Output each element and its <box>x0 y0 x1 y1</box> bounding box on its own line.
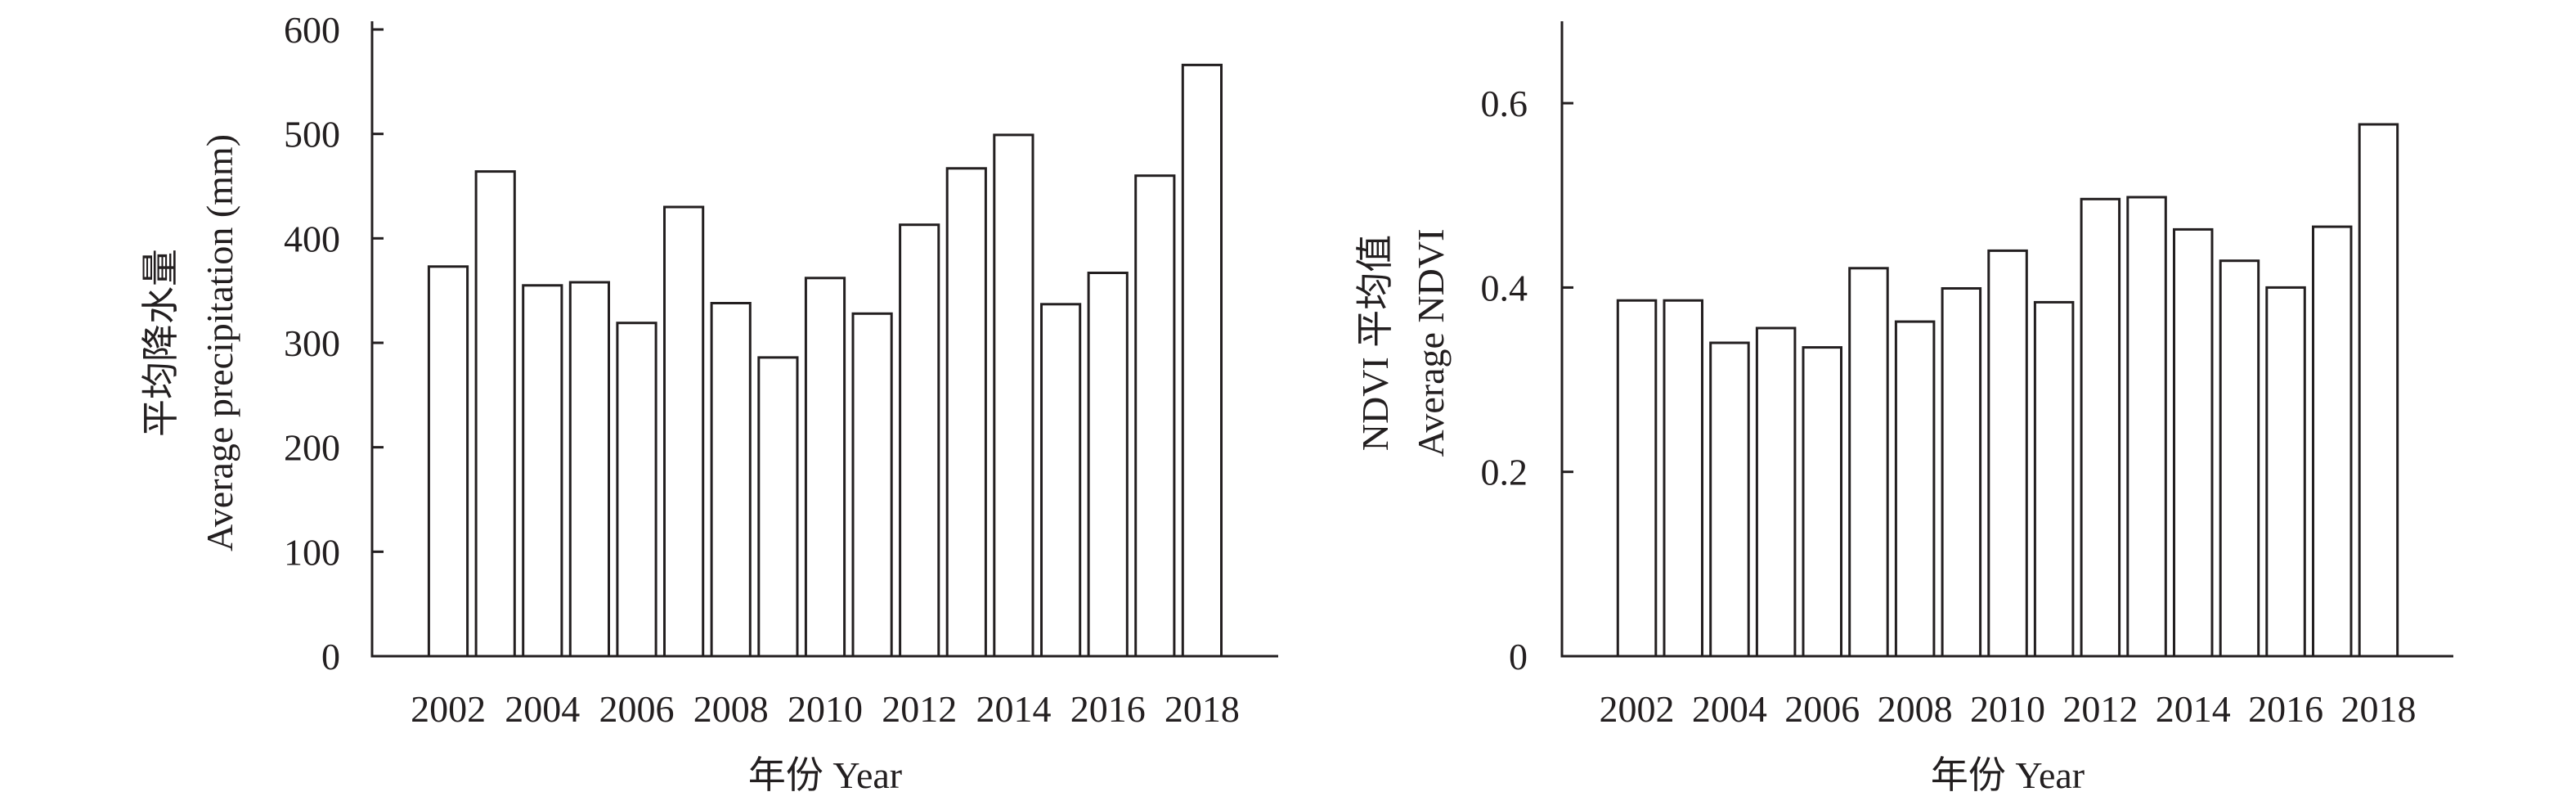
precip-bar-2016 <box>1087 272 1129 658</box>
ndvi-bar-2016 <box>2265 286 2306 658</box>
precip-x-tick-label: 2014 <box>976 688 1051 730</box>
ndvi-bar-2010 <box>1987 249 2028 658</box>
precip-y-tick-label: 400 <box>284 218 340 259</box>
precip-x-tick-label: 2012 <box>882 688 957 730</box>
precip-y-tick-label: 600 <box>284 9 340 51</box>
ndvi-bar-2015 <box>2219 259 2260 658</box>
ndvi-x-tick-label: 2002 <box>1600 688 1675 730</box>
precip-bar-2004 <box>522 284 563 658</box>
precip-y-tick-label: 100 <box>284 531 340 573</box>
precip-bar-2002 <box>427 265 469 658</box>
ndvi-bar-2017 <box>2312 225 2353 658</box>
ndvi-y-axis-title-line-1: NDVI 平均值 <box>1354 235 1396 451</box>
ndvi-bar-2003 <box>1663 299 1703 658</box>
ndvi-bar-2009 <box>1941 287 1982 658</box>
precip-x-tick-label: 2004 <box>505 688 580 730</box>
ndvi-y-axis-title-line-2: Average NDVI <box>1410 229 1452 457</box>
precip-bar-2008 <box>710 302 752 658</box>
precipitation-chart: 0 100 200 300 400 500 600 2002 2004 2006 2008 2010 2… <box>140 9 1278 796</box>
ndvi-bar-2008 <box>1894 320 1936 658</box>
ndvi-x-tick-label: 2008 <box>1878 688 1953 730</box>
precip-bar-2010 <box>804 277 846 658</box>
precip-y-tick-label: 200 <box>284 427 340 469</box>
ndvi-x-tick-label: 2014 <box>2156 688 2231 730</box>
precip-y-axis-title-line-1: 平均降水量 <box>140 249 182 437</box>
ndvi-bar-2007 <box>1848 267 1889 658</box>
ndvi-bar-2012 <box>2080 197 2121 658</box>
precip-bar-2005 <box>568 281 610 658</box>
precip-bar-2018 <box>1181 63 1223 658</box>
precip-y-axis-title-line-2: Average precipitation (mm) <box>199 134 240 551</box>
ndvi-y-tick-label: 0.6 <box>1481 83 1528 124</box>
ndvi-bar-2004 <box>1709 341 1750 658</box>
ndvi-y-tick-label: 0.2 <box>1481 452 1528 493</box>
ndvi-x-tick-label: 2016 <box>2248 688 2323 730</box>
precip-x-axis-title: 年份 Year <box>748 754 902 796</box>
precip-bar-2015 <box>1040 303 1082 658</box>
ndvi-bar-2002 <box>1616 299 1658 658</box>
precip-y-tick-label: 500 <box>284 114 340 155</box>
precip-bar-2017 <box>1134 174 1176 658</box>
ndvi-y-tick-label: 0 <box>1509 636 1528 677</box>
ndvi-y-tick-label: 0.4 <box>1481 267 1528 308</box>
precip-y-tick-label: 0 <box>321 636 340 677</box>
ndvi-x-tick-label: 2010 <box>1970 688 2045 730</box>
precip-x-tick-label: 2018 <box>1165 688 1240 730</box>
precip-bar-2014 <box>993 133 1034 658</box>
ndvi-chart: 0 0.2 0.4 0.6 2002 2004 2006 2008 2010 2012 2014 20… <box>1354 21 2453 796</box>
precip-bar-2012 <box>899 223 940 658</box>
ndvi-x-tick-label: 2012 <box>2062 688 2138 730</box>
precip-x-tick-label: 2006 <box>599 688 675 730</box>
ndvi-x-tick-label: 2004 <box>1692 688 1767 730</box>
precip-x-tick-label: 2002 <box>411 688 486 730</box>
precip-bar-2003 <box>474 170 516 658</box>
ndvi-bar-2006 <box>1802 346 1842 658</box>
ndvi-bar-2005 <box>1755 326 1797 658</box>
ndvi-bar-2018 <box>2358 123 2399 658</box>
precip-x-tick-label: 2008 <box>693 688 769 730</box>
precip-bar-2013 <box>945 167 987 658</box>
precip-y-tick-label: 300 <box>284 322 340 364</box>
precip-bar-2006 <box>616 322 657 658</box>
ndvi-bar-2014 <box>2173 227 2214 658</box>
ndvi-bar-2013 <box>2126 196 2167 658</box>
ndvi-x-axis-title: 年份 Year <box>1931 754 2085 796</box>
precip-bar-2011 <box>851 312 893 658</box>
precip-bar-2009 <box>757 356 799 658</box>
ndvi-x-tick-label: 2018 <box>2340 688 2416 730</box>
ndvi-x-tick-label: 2006 <box>1784 688 1860 730</box>
ndvi-bar-2011 <box>2033 300 2075 658</box>
precip-bar-2007 <box>663 205 705 658</box>
precip-x-tick-label: 2016 <box>1070 688 1146 730</box>
precip-x-tick-label: 2010 <box>788 688 863 730</box>
